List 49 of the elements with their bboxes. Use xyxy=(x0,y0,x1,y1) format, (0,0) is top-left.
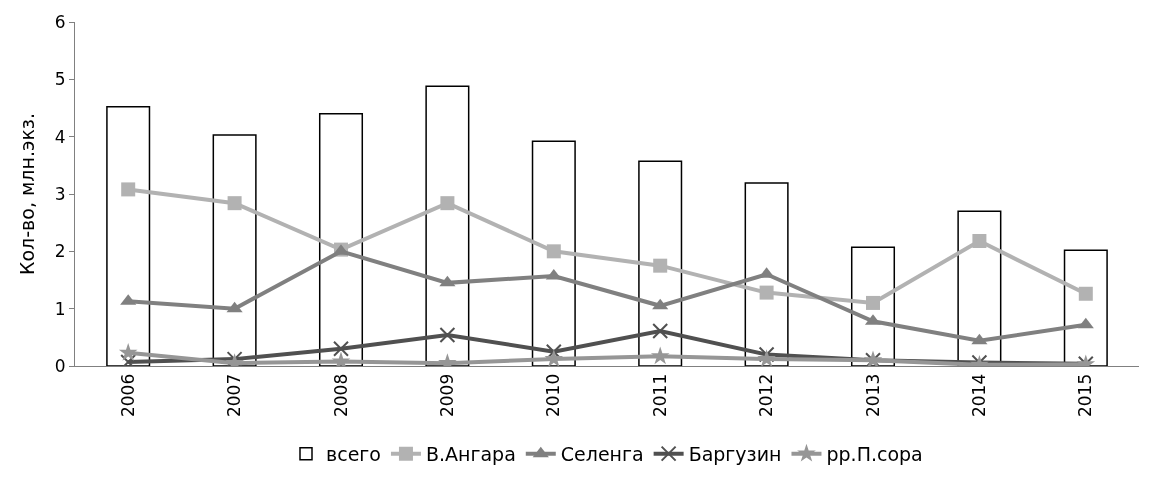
x-tick-label: 2007 xyxy=(224,373,245,418)
point xyxy=(759,285,774,300)
legend-label: В.Ангара xyxy=(425,443,516,466)
bar xyxy=(318,112,364,366)
x-tick-label: 2009 xyxy=(436,373,457,418)
point xyxy=(118,343,138,361)
y-tick-label: 2 xyxy=(54,241,66,262)
point xyxy=(439,275,456,287)
y-axis-title: Кол-во, млн.экз. xyxy=(15,112,38,276)
y-tick-label: 6 xyxy=(54,11,66,32)
point xyxy=(227,196,242,211)
point xyxy=(972,234,987,249)
x-tick-label: 2013 xyxy=(862,373,883,418)
point xyxy=(121,182,136,197)
y-tick-label: 1 xyxy=(54,298,66,319)
point xyxy=(1077,317,1094,329)
x-tick-label: 2011 xyxy=(649,373,670,418)
legend-label: рр.П.сора xyxy=(826,443,923,466)
x-tick-label: 2008 xyxy=(330,373,351,418)
point xyxy=(653,258,668,273)
point xyxy=(226,301,243,313)
point xyxy=(333,340,349,357)
x-tick-label: 2010 xyxy=(543,373,564,418)
bar xyxy=(212,134,257,366)
point xyxy=(545,268,562,280)
x-tick-label: 2015 xyxy=(1075,373,1096,418)
legend-label: Баргузин xyxy=(688,443,782,466)
point xyxy=(650,346,670,365)
legend-label: всего xyxy=(326,443,381,466)
y-tick-label: 3 xyxy=(54,183,66,204)
x-tick-label: 2006 xyxy=(117,373,138,418)
point xyxy=(439,327,456,344)
point xyxy=(544,349,564,366)
bar xyxy=(425,85,470,366)
x-tick-label: 2012 xyxy=(756,373,777,418)
legend-label: Селенга xyxy=(560,443,644,466)
bar xyxy=(106,106,151,366)
point xyxy=(1078,286,1093,301)
y-tick-label: 5 xyxy=(54,69,66,90)
y-tick-label: 4 xyxy=(54,126,66,147)
point xyxy=(971,333,988,345)
x-tick-label: 2014 xyxy=(968,373,989,418)
point xyxy=(120,353,137,366)
point xyxy=(546,244,561,259)
point xyxy=(652,323,669,340)
point xyxy=(866,295,880,310)
point xyxy=(652,298,669,310)
point xyxy=(440,196,455,211)
y-tick-label: 0 xyxy=(54,355,66,376)
